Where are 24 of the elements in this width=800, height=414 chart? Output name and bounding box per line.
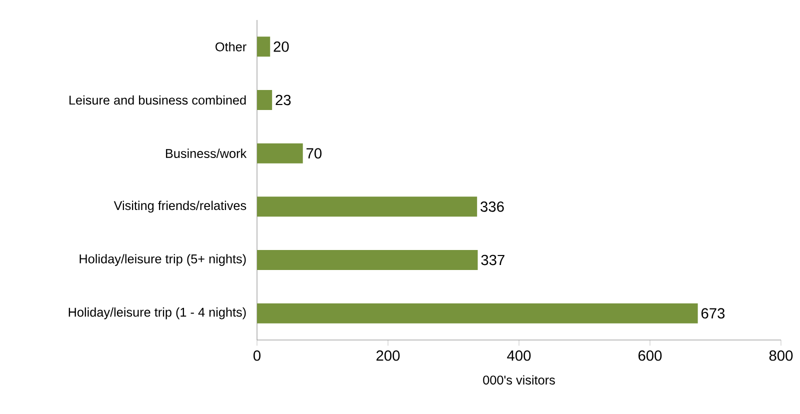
y-tick-label: Leisure and business combined (70, 95, 246, 105)
data-label: 23 (276, 94, 291, 106)
x-axis-title: 000's visitors (483, 375, 555, 385)
y-tick-label: Other (216, 42, 246, 52)
y-tick-label: Visiting friends/relatives (114, 200, 246, 213)
x-tick-label: 600 (638, 350, 662, 361)
data-label: 70 (306, 148, 322, 159)
data-label: 337 (481, 254, 504, 266)
data-label: 336 (480, 201, 504, 212)
x-tick-label: 400 (507, 350, 531, 361)
bar (257, 303, 698, 324)
y-tick-label: Holiday/leisure trip (5+ nights) (80, 254, 246, 266)
x-tick-label: 0 (253, 350, 260, 361)
y-tick-label: Business/work (166, 148, 247, 158)
data-label: 20 (274, 41, 289, 52)
x-tick-label: 200 (376, 350, 400, 361)
y-tick-label: Holiday/leisure trip (1 - 4 nights) (68, 307, 246, 320)
bar (257, 196, 478, 217)
bar (257, 250, 478, 270)
bar (257, 36, 270, 57)
data-label: 673 (701, 308, 725, 319)
bar (257, 90, 272, 110)
bar (257, 143, 303, 164)
x-tick-label: 800 (769, 350, 793, 361)
